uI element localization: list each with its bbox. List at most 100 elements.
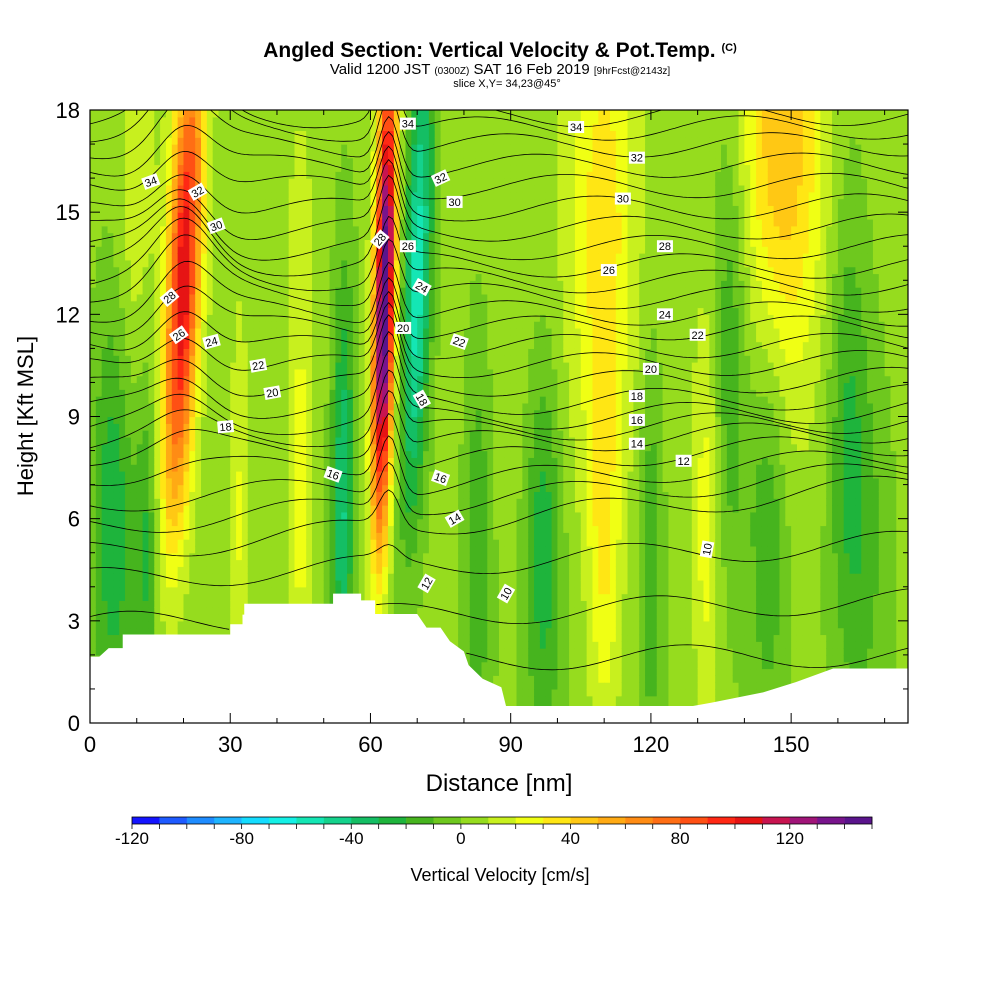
- velocity-cell: [423, 314, 430, 322]
- velocity-cell: [142, 232, 150, 241]
- velocity-cell: [463, 307, 471, 315]
- velocity-cell: [206, 443, 214, 452]
- velocity-cell: [382, 341, 389, 349]
- velocity-cell: [189, 348, 196, 356]
- velocity-cell: [247, 525, 255, 533]
- velocity-cell: [136, 314, 144, 322]
- velocity-cell: [230, 470, 237, 479]
- velocity-cell: [382, 525, 389, 533]
- velocity-cell: [347, 491, 354, 499]
- velocity-cell: [183, 253, 190, 261]
- velocity-cell: [329, 450, 336, 458]
- velocity-cell: [224, 266, 231, 275]
- velocity-cell: [253, 450, 261, 458]
- velocity-cell: [434, 532, 442, 540]
- velocity-cell: [428, 273, 436, 281]
- velocity-cell: [224, 375, 231, 384]
- velocity-cell: [259, 300, 266, 309]
- velocity-cell: [276, 559, 284, 567]
- velocity-cell: [417, 552, 424, 561]
- velocity-cell: [90, 212, 97, 220]
- velocity-cell: [393, 300, 401, 309]
- velocity-cell: [206, 518, 214, 527]
- velocity-cell: [241, 273, 249, 281]
- velocity-cell: [119, 218, 126, 227]
- velocity-cell: [463, 246, 471, 254]
- velocity-cell: [405, 416, 412, 424]
- velocity-cell: [288, 402, 296, 411]
- velocity-cell: [312, 593, 319, 601]
- velocity-cell: [411, 259, 418, 268]
- velocity-cell: [125, 539, 132, 547]
- velocity-cell: [294, 184, 301, 193]
- velocity-cell: [171, 396, 179, 404]
- velocity-cell: [160, 123, 167, 132]
- velocity-cell: [458, 641, 465, 649]
- velocity-cell: [288, 477, 296, 486]
- velocity-cell: [458, 116, 465, 125]
- velocity-cell: [119, 164, 126, 172]
- velocity-cell: [306, 300, 313, 309]
- velocity-cell: [434, 184, 442, 193]
- velocity-cell: [224, 150, 231, 159]
- velocity-cell: [423, 246, 430, 254]
- velocity-cell: [125, 218, 132, 227]
- velocity-cell: [189, 402, 196, 411]
- velocity-cell: [376, 491, 383, 499]
- velocity-cell: [276, 253, 284, 261]
- velocity-cell: [300, 586, 307, 595]
- velocity-cell: [224, 137, 231, 145]
- velocity-cell: [160, 518, 167, 527]
- velocity-cell: [171, 579, 179, 588]
- velocity-cell: [387, 484, 395, 493]
- velocity-cell: [434, 423, 442, 431]
- velocity-cell: [335, 259, 342, 268]
- velocity-cell: [341, 116, 348, 125]
- velocity-cell: [411, 198, 418, 206]
- velocity-cell: [458, 470, 465, 479]
- velocity-cell: [382, 559, 389, 567]
- velocity-cell: [440, 484, 448, 493]
- velocity-cell: [440, 607, 448, 615]
- velocity-cell: [276, 498, 284, 506]
- velocity-cell: [136, 491, 144, 499]
- velocity-cell: [423, 402, 430, 411]
- velocity-cell: [317, 409, 325, 418]
- velocity-cell: [411, 566, 418, 574]
- velocity-cell: [113, 314, 120, 322]
- velocity-cell: [101, 144, 109, 152]
- velocity-cell: [90, 184, 97, 193]
- velocity-cell: [148, 627, 155, 636]
- velocity-cell: [329, 178, 336, 186]
- velocity-cell: [440, 327, 448, 336]
- velocity-cell: [282, 273, 290, 281]
- velocity-cell: [312, 144, 319, 152]
- velocity-cell: [452, 239, 459, 247]
- velocity-cell: [136, 607, 144, 615]
- velocity-cell: [101, 355, 109, 363]
- velocity-cell: [452, 212, 459, 220]
- velocity-cell: [329, 191, 336, 200]
- velocity-cell: [329, 355, 336, 363]
- velocity-cell: [142, 253, 150, 261]
- velocity-cell: [329, 246, 336, 254]
- velocity-cell: [294, 341, 301, 349]
- velocity-cell: [189, 212, 196, 220]
- velocity-cell: [218, 375, 225, 384]
- velocity-cell: [347, 402, 354, 411]
- velocity-cell: [376, 470, 383, 479]
- velocity-cell: [259, 225, 266, 234]
- velocity-cell: [312, 423, 319, 431]
- velocity-cell: [165, 239, 173, 247]
- velocity-cell: [107, 518, 114, 527]
- velocity-cell: [282, 450, 290, 458]
- velocity-cell: [323, 150, 331, 159]
- velocity-cell: [276, 436, 284, 445]
- velocity-cell: [306, 130, 313, 138]
- velocity-cell: [247, 436, 255, 445]
- velocity-cell: [452, 287, 459, 295]
- velocity-cell: [206, 307, 214, 315]
- velocity-cell: [440, 348, 448, 356]
- velocity-cell: [276, 518, 284, 527]
- velocity-cell: [458, 212, 465, 220]
